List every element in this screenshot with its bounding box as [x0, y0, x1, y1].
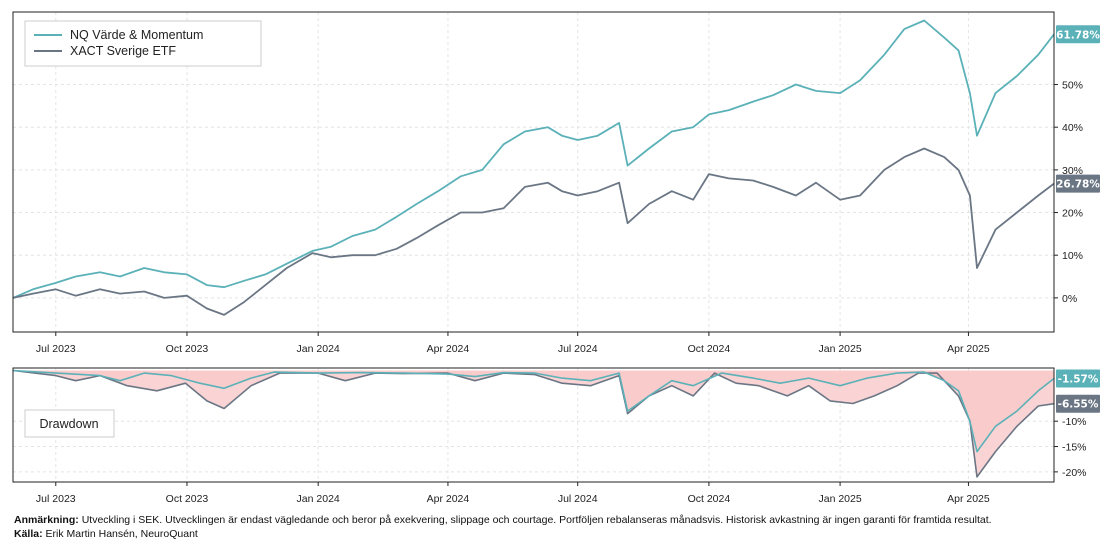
drawdown-xtick-label: Apr 2024	[427, 493, 470, 505]
line-xact-sverige-etf	[12, 147, 1055, 316]
drawdown-panel: Jul 2023 Oct 2023 Jan 2024 Apr 2024 Jul 2024…	[12, 367, 1100, 505]
main-frame	[12, 11, 1055, 333]
main-xtick-label: Oct 2023	[166, 343, 209, 355]
footnote: Anmärkning: Utveckling i SEK. Utveckling…	[14, 513, 992, 527]
legend-label-xact-sverige-etf: XACT Sverige ETF	[70, 44, 176, 58]
end-label-nq-v-rde-momentum-bg	[1056, 25, 1100, 44]
main-xtick-label: Jan 2025	[818, 343, 861, 355]
end-label-xact-sverige-etf-bg	[1056, 174, 1100, 193]
drawdown-end-label-nq-v-rde-momentum: -1.57%	[1058, 373, 1099, 385]
drawdown-xtick-label: Jul 2024	[558, 493, 598, 505]
end-label-xact-sverige-etf: 26.78%	[1056, 179, 1100, 191]
drawdown-line-nq-v-rde-momentum	[12, 369, 1055, 453]
drawdown-xtick-label: Jan 2024	[297, 493, 340, 505]
drawdown-end-label-xact-sverige-etf-bg	[1056, 394, 1100, 413]
source-text: Erik Martin Hansén, NeuroQuant	[45, 528, 198, 540]
drawdown-frame	[12, 367, 1055, 483]
drawdown-ytick-label: -10%	[1062, 416, 1087, 428]
main-ytick-label: 10%	[1062, 250, 1083, 262]
line-nq-v-rde-momentum	[12, 19, 1055, 299]
legend-box	[24, 20, 262, 67]
main-ytick-label: 0%	[1062, 293, 1077, 305]
source-label: Källa:	[14, 528, 43, 540]
main-ytick-label: 50%	[1062, 80, 1083, 92]
legend: NQ Värde & Momentum XACT Sverige ETF	[24, 20, 262, 67]
main-xtick-label: Apr 2025	[947, 343, 990, 355]
drawdown-xtick-label: Oct 2023	[166, 493, 209, 505]
drawdown-legend-box	[24, 409, 115, 438]
drawdown-legend-label: Drawdown	[39, 417, 98, 431]
footnote-label: Anmärkning:	[14, 514, 79, 526]
main-xtick-label: Jul 2023	[36, 343, 76, 355]
drawdown-end-label-nq-v-rde-momentum-bg	[1056, 369, 1100, 388]
drawdown-xtick-label: Jul 2023	[36, 493, 76, 505]
drawdown-end-label-xact-sverige-etf: -6.55%	[1058, 399, 1099, 411]
main-ytick-label: 40%	[1062, 122, 1083, 134]
end-label-nq-v-rde-momentum: 61.78%	[1056, 29, 1100, 41]
drawdown-xtick-label: Oct 2024	[688, 493, 731, 505]
main-ytick-label: 20%	[1062, 208, 1083, 220]
main-xtick-label: Jul 2024	[558, 343, 598, 355]
main-panel: Jul 2023 Oct 2023 Jan 2024 Apr 2024 Jul 2024…	[12, 11, 1100, 355]
main-xtick-label: Jan 2024	[297, 343, 340, 355]
drawdown-ytick-label: -20%	[1062, 467, 1087, 479]
main-xtick-label: Oct 2024	[688, 343, 731, 355]
performance-chart: Jul 2023 Oct 2023 Jan 2024 Apr 2024 Jul 2024…	[12, 11, 1100, 505]
drawdown-xtick-label: Apr 2025	[947, 493, 990, 505]
source-note: Källa: Erik Martin Hansén, NeuroQuant	[14, 527, 198, 541]
drawdown-xtick-label: Jan 2025	[818, 493, 861, 505]
main-ytick-label: 30%	[1062, 165, 1083, 177]
legend-label-nq-v-rde-momentum: NQ Värde & Momentum	[70, 28, 203, 42]
footnote-text: Utveckling i SEK. Utvecklingen är endast…	[81, 514, 992, 526]
main-xtick-label: Apr 2024	[427, 343, 470, 355]
drawdown-ytick-label: -15%	[1062, 442, 1087, 454]
